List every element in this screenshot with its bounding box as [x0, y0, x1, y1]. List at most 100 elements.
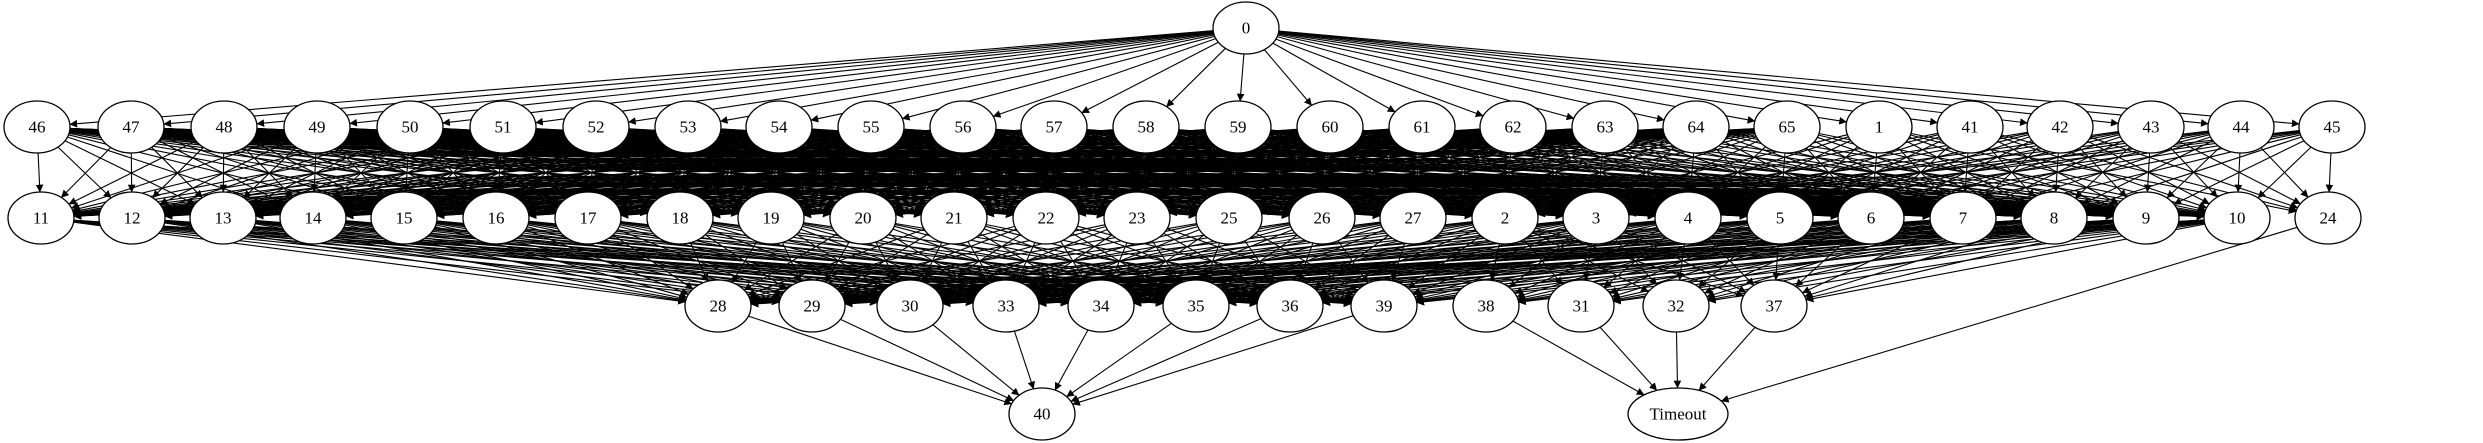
node-19[interactable]: 19 — [737, 191, 805, 245]
node-0[interactable]: 0 — [1212, 1, 1280, 55]
node-ellipse — [1654, 191, 1722, 245]
node-52[interactable]: 52 — [562, 100, 630, 154]
node-ellipse — [2026, 100, 2094, 154]
node-ellipse — [97, 100, 165, 154]
node-29[interactable]: 29 — [778, 279, 846, 333]
node-33[interactable]: 33 — [972, 279, 1040, 333]
node-4[interactable]: 4 — [1654, 191, 1722, 245]
node-ellipse — [2117, 100, 2185, 154]
node-64[interactable]: 64 — [1662, 100, 1730, 154]
edge-35-to-40 — [1066, 322, 1172, 398]
node-11[interactable]: 11 — [7, 191, 75, 245]
node-label: 44 — [2233, 118, 2251, 137]
node-16[interactable]: 16 — [462, 191, 530, 245]
node-label: 53 — [680, 118, 697, 137]
node-46[interactable]: 46 — [3, 100, 71, 154]
node-56[interactable]: 56 — [929, 100, 997, 154]
node-20[interactable]: 20 — [829, 191, 897, 245]
node-58[interactable]: 58 — [1112, 100, 1180, 154]
node-43[interactable]: 43 — [2117, 100, 2185, 154]
node-label: 21 — [946, 209, 963, 228]
node-ellipse — [376, 100, 444, 154]
edge-33-to-40 — [1013, 330, 1035, 390]
edge-45-to-24 — [2325, 152, 2334, 193]
node-53[interactable]: 53 — [654, 100, 722, 154]
node-42[interactable]: 42 — [2026, 100, 2094, 154]
node-label: 59 — [1230, 118, 1247, 137]
node-ellipse — [929, 100, 997, 154]
node-25[interactable]: 25 — [1195, 191, 1263, 245]
edge-7-to-28 — [750, 219, 1931, 308]
node-21[interactable]: 21 — [920, 191, 988, 245]
node-label: 56 — [955, 118, 972, 137]
node-17[interactable]: 17 — [554, 191, 622, 245]
node-Timeout[interactable]: Timeout — [1627, 387, 1729, 441]
node-ellipse — [190, 100, 258, 154]
node-39[interactable]: 39 — [1350, 279, 1418, 333]
edge-46-to-11 — [35, 152, 44, 193]
node-ellipse — [972, 279, 1040, 333]
node-31[interactable]: 31 — [1547, 279, 1615, 333]
node-7[interactable]: 7 — [1929, 191, 1997, 245]
node-label: 5 — [1776, 209, 1785, 228]
node-36[interactable]: 36 — [1256, 279, 1324, 333]
node-13[interactable]: 13 — [189, 191, 257, 245]
node-27[interactable]: 27 — [1379, 191, 1447, 245]
node-ellipse — [654, 100, 722, 154]
node-ellipse — [1452, 279, 1520, 333]
node-45[interactable]: 45 — [2298, 100, 2366, 154]
node-41[interactable]: 41 — [1936, 100, 2004, 154]
node-54[interactable]: 54 — [745, 100, 813, 154]
node-14[interactable]: 14 — [279, 191, 347, 245]
node-60[interactable]: 60 — [1296, 100, 1364, 154]
node-28[interactable]: 28 — [684, 279, 752, 333]
node-ellipse — [876, 279, 944, 333]
edge-0-to-52 — [628, 32, 1214, 125]
node-18[interactable]: 18 — [646, 191, 714, 245]
edge-27-to-28 — [750, 221, 1381, 305]
node-50[interactable]: 50 — [376, 100, 444, 154]
node-62[interactable]: 62 — [1479, 100, 1547, 154]
node-label: 35 — [1188, 297, 1205, 316]
node-32[interactable]: 32 — [1642, 279, 1710, 333]
node-48[interactable]: 48 — [190, 100, 258, 154]
node-2[interactable]: 2 — [1471, 191, 1539, 245]
node-1[interactable]: 1 — [1845, 100, 1913, 154]
node-3[interactable]: 3 — [1562, 191, 1630, 245]
node-8[interactable]: 8 — [2020, 191, 2088, 245]
node-ellipse — [1350, 279, 1418, 333]
node-44[interactable]: 44 — [2207, 100, 2275, 154]
node-30[interactable]: 30 — [876, 279, 944, 333]
node-6[interactable]: 6 — [1837, 191, 1905, 245]
node-label: 26 — [1314, 209, 1331, 228]
node-57[interactable]: 57 — [1020, 100, 1088, 154]
node-55[interactable]: 55 — [837, 100, 905, 154]
node-15[interactable]: 15 — [370, 191, 438, 245]
node-35[interactable]: 35 — [1162, 279, 1230, 333]
node-51[interactable]: 51 — [469, 100, 537, 154]
node-label: 12 — [124, 209, 141, 228]
node-26[interactable]: 26 — [1288, 191, 1356, 245]
node-10[interactable]: 10 — [2203, 191, 2271, 245]
node-34[interactable]: 34 — [1067, 279, 1135, 333]
node-47[interactable]: 47 — [97, 100, 165, 154]
node-49[interactable]: 49 — [283, 100, 351, 154]
node-12[interactable]: 12 — [98, 191, 166, 245]
node-5[interactable]: 5 — [1746, 191, 1814, 245]
edge-65-to-23 — [1169, 130, 1755, 217]
node-22[interactable]: 22 — [1012, 191, 1080, 245]
node-40[interactable]: 40 — [1008, 387, 1076, 441]
node-label: 36 — [1282, 297, 1299, 316]
node-61[interactable]: 61 — [1388, 100, 1456, 154]
node-23[interactable]: 23 — [1103, 191, 1171, 245]
node-59[interactable]: 59 — [1204, 100, 1272, 154]
edge-18-to-30 — [709, 228, 881, 296]
node-38[interactable]: 38 — [1452, 279, 1520, 333]
edge-18-to-29 — [704, 234, 788, 290]
node-24[interactable]: 24 — [2294, 191, 2362, 245]
node-65[interactable]: 65 — [1753, 100, 1821, 154]
node-ellipse — [684, 279, 752, 333]
node-9[interactable]: 9 — [2112, 191, 2180, 245]
node-63[interactable]: 63 — [1571, 100, 1639, 154]
node-37[interactable]: 37 — [1740, 279, 1808, 333]
